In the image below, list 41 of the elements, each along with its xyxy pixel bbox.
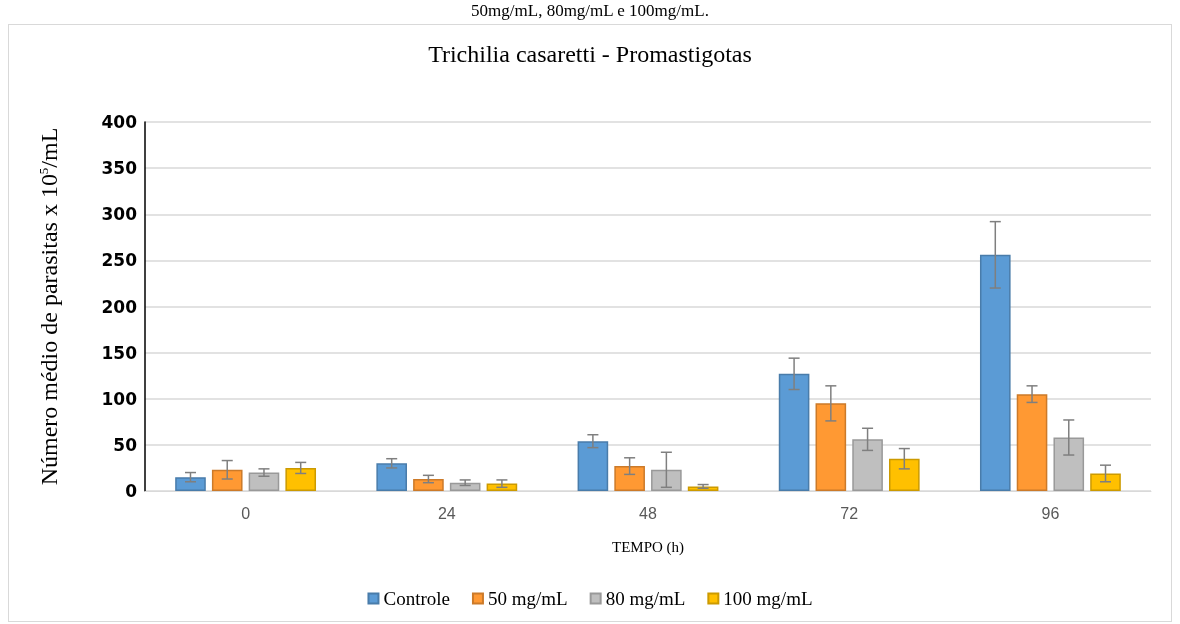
chart-title: Trichilia casaretti - Promastigotas <box>428 41 752 67</box>
y-tick-label: 0 <box>125 481 138 501</box>
bar <box>577 441 609 491</box>
bar <box>614 466 645 491</box>
y-tick-label: 350 <box>101 158 138 179</box>
y-tick-label: 50 <box>113 434 138 455</box>
bar <box>1053 437 1085 491</box>
y-axis-title: Número médio de parasitas x 105/mL <box>36 127 62 486</box>
bar <box>979 254 1011 491</box>
bar <box>815 403 847 491</box>
bar <box>413 479 444 491</box>
bar <box>285 467 317 491</box>
y-tick-label: 400 <box>101 112 138 132</box>
bar <box>1090 473 1121 491</box>
y-tick-label: 250 <box>101 250 138 271</box>
y-tick-label: 100 <box>101 388 138 409</box>
bar <box>248 472 280 491</box>
y-tick-label: 150 <box>101 342 138 363</box>
bar <box>778 373 810 491</box>
legend-label: 50 mg/mL <box>487 588 568 609</box>
bar <box>211 469 243 491</box>
bar <box>651 469 682 491</box>
bar <box>889 458 920 491</box>
x-tick-label: 72 <box>840 504 859 522</box>
y-tick-label: 200 <box>101 296 138 317</box>
y-tick-label: 300 <box>101 204 138 225</box>
legend-label: 100 mg/mL <box>723 588 813 609</box>
bar <box>449 482 481 491</box>
x-axis-title: TEMPO (h) <box>611 538 685 556</box>
bar <box>1016 394 1048 491</box>
legend-label: Controle <box>383 588 450 609</box>
x-tick-label: 48 <box>639 504 657 522</box>
text: 50mg/mL, 80mg/mL e 100mg/mL. <box>470 1 710 21</box>
x-tick-label: 24 <box>437 504 456 522</box>
x-tick-label: 96 <box>1041 504 1060 522</box>
bar <box>486 483 518 491</box>
x-tick-label: 0 <box>241 504 251 522</box>
legend-label: 80 mg/mL <box>605 588 686 609</box>
bar <box>376 463 407 491</box>
bar <box>175 477 206 491</box>
bar <box>852 439 883 491</box>
